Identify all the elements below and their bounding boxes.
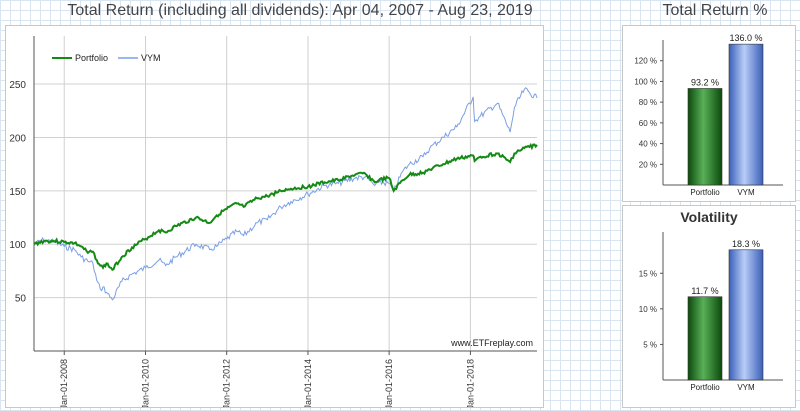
y-tick-label: 150 <box>9 187 26 198</box>
bar-portfolio <box>687 296 723 381</box>
x-tick-label: Jan-01-2016 <box>384 359 394 407</box>
x-tick-label: Jan-01-2018 <box>465 359 475 407</box>
x-tick-label: Jan-01-2010 <box>141 359 151 407</box>
data-label-portfolio: 11.7 % <box>691 286 718 296</box>
x-tick-label: Jan-01-2012 <box>222 359 232 407</box>
data-label-vym: 136.0 % <box>729 33 762 43</box>
volatility-title: Volatility <box>680 209 738 225</box>
legend-label-vym: VYM <box>141 53 161 63</box>
y-tick-label: 40 % <box>639 140 657 149</box>
y-tick-label: 250 <box>9 80 26 91</box>
total-return-panel: 20 % 40 % 60 % 80 % 100 % 120 % 93.2 % Portfoli… <box>622 25 796 202</box>
y-tick-label: 10 % <box>639 305 657 314</box>
y-tick-label: 60 % <box>639 119 657 128</box>
data-label-portfolio: 93.2 % <box>691 77 719 87</box>
y-tick-label: 100 <box>9 240 26 251</box>
y-tick-label: 15 % <box>639 269 657 278</box>
x-tick-label: Portfolio <box>690 188 720 197</box>
y-tick-label: 80 % <box>639 98 657 107</box>
total-return-bar-chart: 20 % 40 % 60 % 80 % 100 % 120 % 93.2 % Portfoli… <box>634 33 783 197</box>
bar-vym <box>728 43 764 186</box>
data-label-vym: 18.3 % <box>732 239 760 249</box>
x-tick-label: Jan-01-2014 <box>303 359 313 407</box>
volatility-panel: Volatility 5 % 10 % 15 % 11.7 % Portfolio 18.3… <box>622 205 796 408</box>
x-tick-label: Jan-01-2008 <box>59 359 69 407</box>
bar-portfolio <box>687 88 723 186</box>
x-tick-label: VYM <box>737 383 755 392</box>
y-tick-label: 200 <box>9 133 26 144</box>
bar-vym <box>728 249 764 381</box>
watermark: www.ETFreplay.com <box>450 338 533 348</box>
y-tick-label: 20 % <box>639 160 657 169</box>
line-chart: 50 100 150 200 250 Jan-01-2008 Jan-01-2010 Jan-… <box>9 36 538 407</box>
y-tick-label: 120 % <box>634 57 657 66</box>
x-tick-label: VYM <box>737 188 755 197</box>
volatility-bar-chart: Volatility 5 % 10 % 15 % 11.7 % Portfolio 18.3… <box>639 209 783 392</box>
legend-label-portfolio: Portfolio <box>75 53 108 63</box>
total-return-title: Total Return % <box>662 2 768 19</box>
series-line-portfolio <box>33 142 538 272</box>
y-tick-label: 100 % <box>634 77 657 86</box>
y-tick-label: 5 % <box>643 340 657 349</box>
line-chart-panel: 50 100 150 200 250 Jan-01-2008 Jan-01-2010 Jan-… <box>5 25 544 408</box>
series-line-vym <box>33 87 538 301</box>
x-tick-label: Portfolio <box>690 383 720 392</box>
main-chart-title: Total Return (including all dividends): … <box>67 2 533 19</box>
y-tick-label: 50 <box>15 294 27 305</box>
